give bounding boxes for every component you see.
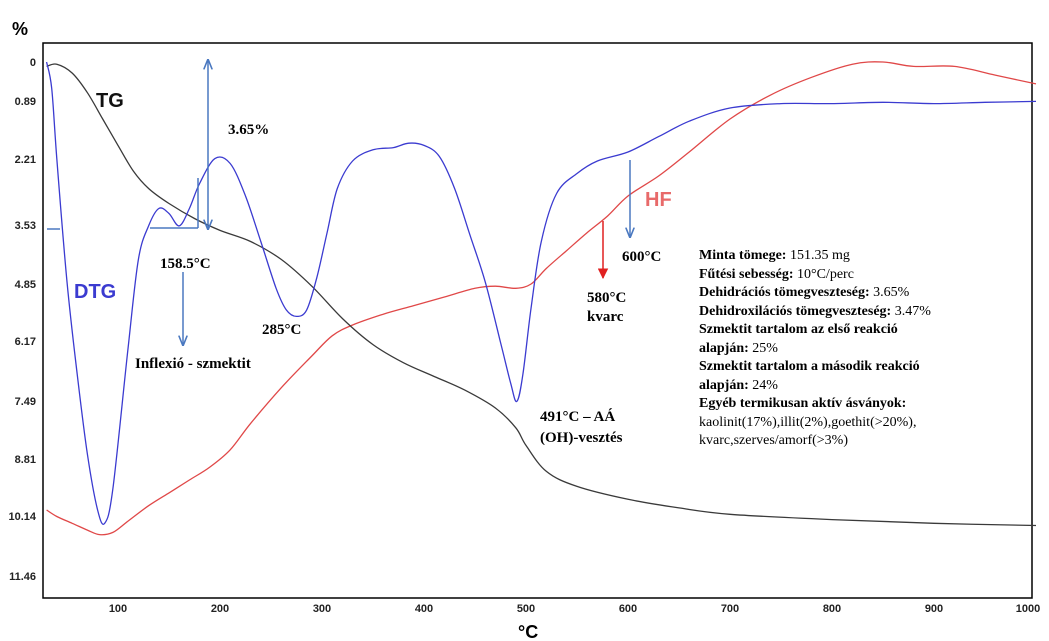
info-row: Egyéb termikusan aktív ásványok: <box>699 395 1039 414</box>
x-tick-label: 500 <box>517 603 535 615</box>
hf-label: HF <box>645 189 672 211</box>
info-label: Dehidroxilációs tömegveszteség: <box>699 303 892 319</box>
info-value: kaolinit(17%),illit(2%),goethit(>20%), <box>699 414 917 430</box>
y-tick-label: 8.81 <box>15 454 36 466</box>
y-axis-unit: % <box>12 19 28 39</box>
x-tick-label: 300 <box>313 603 331 615</box>
t-1585-label: 158.5°C <box>160 256 211 272</box>
info-value: 25% <box>752 340 778 356</box>
y-tick-label: 0.89 <box>15 96 36 108</box>
t-491-label-line2: (OH)-vesztés <box>540 430 623 446</box>
plot-frame <box>42 42 1033 599</box>
tg-label: TG <box>96 90 124 112</box>
annotations <box>47 60 630 345</box>
info-label: Egyéb termikusan aktív ásványok: <box>699 396 907 411</box>
info-label: Minta tömege: <box>699 248 787 263</box>
y-axis: 0 0.89 2.21 3.53 4.85 6.17 7.49 8.81 10.… <box>8 57 36 583</box>
x-tick-label: 900 <box>925 603 943 615</box>
x-tick-label: 1000 <box>1016 603 1040 615</box>
info-row: Fűtési sebesség: 10°C/perc <box>699 266 1039 285</box>
dtg-label: DTG <box>74 281 116 303</box>
info-value: 24% <box>752 377 778 393</box>
t-580-label: 580°C <box>587 290 626 306</box>
y-tick-label: 7.49 <box>15 396 36 408</box>
x-tick-label: 200 <box>211 603 229 615</box>
info-value: 3.65% <box>873 285 910 300</box>
pct-365-label: 3.65% <box>228 122 269 138</box>
y-tick-label: 11.46 <box>9 571 36 583</box>
info-row: Szmektit tartalom az első reakció <box>699 321 1039 340</box>
info-row: Dehidrációs tömegveszteség: 3.65% <box>699 284 1039 303</box>
x-tick-label: 100 <box>109 603 127 615</box>
info-value: kvarc,szerves/amorf(>3%) <box>699 433 848 448</box>
sample-info-box: Minta tömege: 151.35 mg Fűtési sebesség:… <box>699 247 1039 451</box>
info-value: 151.35 mg <box>789 248 850 263</box>
x-tick-label: 800 <box>823 603 841 615</box>
y-tick-label: 0 <box>30 57 36 69</box>
info-row: Minta tömege: 151.35 mg <box>699 247 1039 266</box>
y-tick-label: 4.85 <box>15 279 36 291</box>
inflexio-label: Inflexió - szmektit <box>135 356 251 372</box>
info-value: 3.47% <box>894 303 931 319</box>
x-tick-label: 600 <box>619 603 637 615</box>
hf-series-line <box>46 61 1037 536</box>
y-tick-label: 2.21 <box>15 154 36 166</box>
info-row: alapján: 25% <box>699 340 1039 359</box>
x-axis: 100 200 300 400 500 600 700 800 900 1000 <box>109 603 1040 615</box>
kvarc-label: kvarc <box>587 309 624 325</box>
info-label: Szmektit tartalom az első reakció <box>699 322 898 337</box>
x-axis-unit: °C <box>518 622 538 641</box>
info-label: Szmektit tartalom a második reakció <box>699 359 920 374</box>
info-row: alapján: 24% <box>699 377 1039 396</box>
dtg-series-line <box>45 61 1037 525</box>
info-value: 10°C/perc <box>797 266 854 282</box>
t-285-label: 285°C <box>262 322 301 338</box>
tg-series-line <box>46 63 1037 527</box>
info-row: Szmektit tartalom a második reakció <box>699 358 1039 377</box>
info-row: kaolinit(17%),illit(2%),goethit(>20%), <box>699 414 1039 433</box>
info-row: kvarc,szerves/amorf(>3%) <box>699 432 1039 451</box>
t-600-label: 600°C <box>622 249 661 265</box>
y-tick-label: 3.53 <box>15 220 36 232</box>
info-label: alapján: <box>699 340 749 356</box>
info-label: Dehidrációs tömegveszteség: <box>699 285 870 300</box>
x-tick-label: 400 <box>415 603 433 615</box>
info-label: alapján: <box>699 377 749 393</box>
y-tick-label: 10.14 <box>8 511 36 523</box>
info-row: Dehidroxilációs tömegveszteség: 3.47% <box>699 303 1039 322</box>
x-tick-label: 700 <box>721 603 739 615</box>
y-tick-label: 6.17 <box>15 336 36 348</box>
t-491-label-line1: 491°C – AÁ <box>540 408 615 425</box>
info-label: Fűtési sebesség: <box>699 266 794 282</box>
